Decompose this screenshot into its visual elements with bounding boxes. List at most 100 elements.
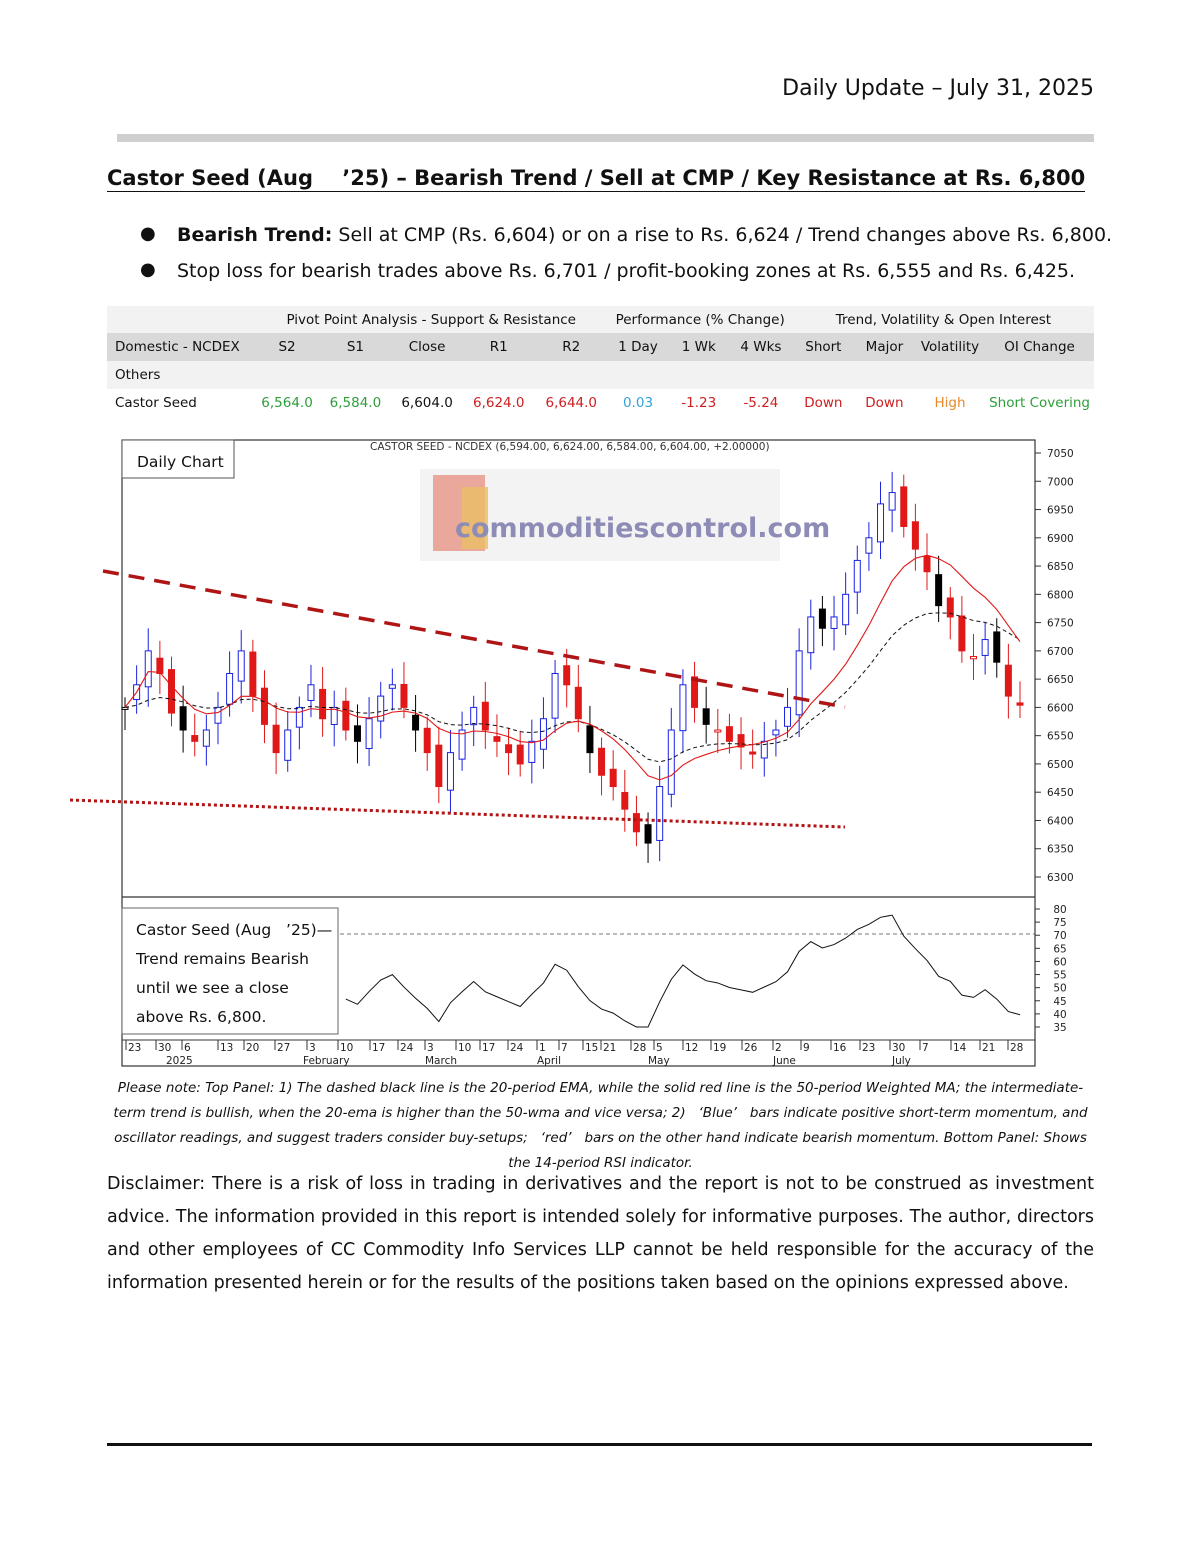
table-row: Castor Seed 6,564.0 6,584.0 6,604.0 6,62…: [107, 389, 1094, 417]
candle-body: [679, 684, 687, 732]
price-tick-label: 6450: [1047, 787, 1074, 799]
table-header-row: Domestic - NCDEX S2 S1 Close R1 R2 1 Day…: [107, 333, 1094, 361]
watermark-logo: commoditiescontrol.com: [420, 469, 830, 561]
daily-chart: 7050 7000 6950 6900 6850 6800 6750 6700 6650 6600…: [69, 437, 1080, 1069]
candle-body: [946, 597, 954, 618]
rsi-line: [345, 914, 1021, 1028]
date-tick-label: 24: [510, 1042, 524, 1054]
cell-major: Down: [865, 395, 904, 411]
cell-s2: 6,564.0: [261, 395, 313, 411]
chart-label-box: [121, 439, 235, 479]
candle-body: [505, 744, 513, 754]
candle-body: [191, 735, 199, 742]
date-tick-label: 26: [744, 1042, 758, 1054]
candle-body: [842, 593, 850, 626]
cell-s1: 6,584.0: [329, 395, 382, 411]
cell-1wk: -1.23: [681, 395, 717, 411]
date-tick-label: 21: [603, 1042, 616, 1054]
candle-body: [900, 486, 908, 527]
date-tick-label: 17: [482, 1042, 495, 1054]
candle-body: [249, 651, 257, 697]
col-header: R1: [462, 333, 535, 361]
date-tick-label: 5: [656, 1042, 663, 1054]
month-label: July: [891, 1055, 911, 1067]
date-tick-label: 3: [309, 1042, 316, 1054]
price-tick-label: 6700: [1047, 646, 1074, 658]
cell-short: Down: [804, 395, 843, 411]
date-tick-label: 12: [685, 1042, 698, 1054]
rsi-tick-label: 45: [1053, 996, 1066, 1008]
ema-20-line: [124, 612, 1021, 763]
price-tick-label: 6650: [1047, 674, 1074, 686]
candle-body: [493, 736, 501, 742]
col-header: Short: [792, 333, 854, 361]
cell-r1: 6,624.0: [472, 395, 525, 411]
candle-body: [632, 813, 640, 833]
date-tick-label: 13: [220, 1042, 233, 1054]
candle-body: [888, 492, 896, 511]
date-tick-label: 2: [775, 1042, 782, 1054]
candle-body: [144, 650, 152, 688]
wma-50-line: [124, 554, 1021, 781]
date-tick-label: 14: [953, 1042, 967, 1054]
rsi-tick-label: 40: [1053, 1009, 1066, 1021]
date-tick-label: 6: [184, 1042, 191, 1054]
candle-body: [691, 676, 699, 708]
candle-body: [179, 706, 187, 731]
candle-body: [853, 559, 861, 593]
candle-body: [226, 672, 234, 705]
candle-body: [272, 724, 280, 754]
col-header: Major: [853, 333, 915, 361]
date-tick-label: 1: [539, 1042, 546, 1054]
candle-body: [621, 791, 629, 810]
candle-body: [714, 729, 722, 733]
rsi-tick-label: 50: [1053, 983, 1066, 995]
candle-body: [795, 650, 803, 716]
candle-body: [365, 718, 373, 750]
price-tick-label: 6350: [1047, 844, 1074, 856]
date-tick-label: 27: [277, 1042, 290, 1054]
rsi-tick-label: 55: [1053, 970, 1066, 982]
candle-body: [156, 657, 164, 674]
rsi-tick-label: 65: [1053, 943, 1066, 955]
candle-body: [807, 616, 815, 654]
month-label: 2025: [166, 1055, 193, 1067]
candle-body: [295, 706, 303, 728]
date-tick-label: 28: [1010, 1042, 1023, 1054]
candle-body: [958, 615, 966, 652]
chart-label: Daily Chart: [137, 453, 224, 471]
candle-body: [877, 503, 885, 543]
bullet-text: Stop loss for bearish trades above Rs. 6…: [177, 260, 1076, 282]
price-tick-label: 6550: [1047, 731, 1074, 743]
candles-layer: [121, 471, 1024, 863]
candle-body: [353, 725, 361, 742]
candle-body: [993, 631, 1001, 663]
col-header: 4 Wks: [728, 333, 793, 361]
candle-body: [970, 656, 978, 660]
candle-body: [307, 684, 315, 701]
candle-body: [121, 706, 129, 710]
candle-body: [702, 708, 710, 725]
disclaimer: Disclaimer: There is a risk of loss in t…: [107, 1174, 1094, 1293]
date-tick-label: 21: [982, 1042, 995, 1054]
rsi-tick-label: 70: [1053, 930, 1066, 942]
price-tick-label: 6750: [1047, 618, 1074, 630]
candle-body: [319, 688, 327, 720]
candle-body: [377, 695, 385, 722]
candle-body: [784, 706, 792, 727]
month-label: May: [648, 1055, 670, 1067]
date-tick-label: 17: [372, 1042, 385, 1054]
candle-body: [202, 729, 210, 747]
date-tick-label: 23: [862, 1042, 875, 1054]
candle-body: [330, 706, 338, 725]
rsi-tick-label: 35: [1053, 1022, 1066, 1034]
candle-body: [923, 555, 931, 573]
candle-body: [260, 687, 268, 725]
price-tick-label: 6400: [1047, 815, 1074, 827]
candle-body: [388, 684, 396, 689]
date-tick-label: 9: [803, 1042, 810, 1054]
bullet-text: Sell at CMP (Rs. 6,604) or on a rise to …: [332, 224, 1113, 246]
price-tick-label: 7050: [1047, 448, 1074, 460]
date-tick-label: 10: [340, 1042, 353, 1054]
footer-divider: [107, 1443, 1092, 1446]
